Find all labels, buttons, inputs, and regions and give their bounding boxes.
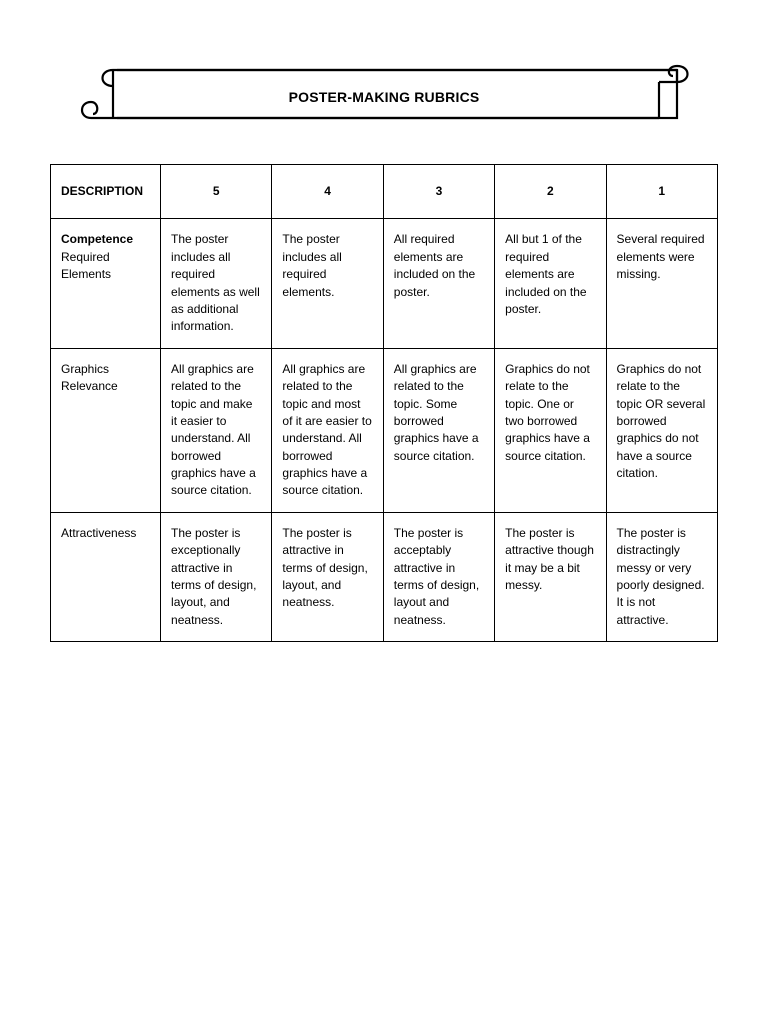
cell-1: The poster is distractingly messy or ver… (606, 512, 717, 641)
table-row: Competence Required Elements The poster … (51, 219, 718, 348)
cell-2: Graphics do not relate to the topic. One… (495, 348, 606, 512)
cell-3: The poster is acceptably attractive in t… (383, 512, 494, 641)
row-description: Competence Required Elements (51, 219, 161, 348)
cell-1: Graphics do not relate to the topic OR s… (606, 348, 717, 512)
desc-rest: Graphics Relevance (61, 362, 118, 393)
desc-bold: Competence (61, 232, 133, 246)
cell-2: The poster is attractive though it may b… (495, 512, 606, 641)
title-banner: POSTER-MAKING RUBRICS (50, 60, 718, 134)
cell-3: All required elements are included on th… (383, 219, 494, 348)
cell-3: All graphics are related to the topic. S… (383, 348, 494, 512)
col-3: 3 (383, 165, 494, 219)
cell-2: All but 1 of the required elements are i… (495, 219, 606, 348)
cell-4: All graphics are related to the topic an… (272, 348, 383, 512)
desc-rest: Attractiveness (61, 526, 136, 540)
cell-5: The poster includes all required element… (161, 219, 272, 348)
table-row: Graphics Relevance All graphics are rela… (51, 348, 718, 512)
page-title: POSTER-MAKING RUBRICS (69, 60, 699, 134)
col-4: 4 (272, 165, 383, 219)
col-description: DESCRIPTION (51, 165, 161, 219)
col-5: 5 (161, 165, 272, 219)
cell-1: Several required elements were missing. (606, 219, 717, 348)
row-description: Graphics Relevance (51, 348, 161, 512)
col-1: 1 (606, 165, 717, 219)
rubric-table: DESCRIPTION 5 4 3 2 1 Competence Require… (50, 164, 718, 642)
col-2: 2 (495, 165, 606, 219)
row-description: Attractiveness (51, 512, 161, 641)
cell-5: All graphics are related to the topic an… (161, 348, 272, 512)
desc-rest: Required Elements (61, 250, 111, 281)
table-header-row: DESCRIPTION 5 4 3 2 1 (51, 165, 718, 219)
cell-5: The poster is exceptionally attractive i… (161, 512, 272, 641)
table-row: Attractiveness The poster is exceptional… (51, 512, 718, 641)
cell-4: The poster includes all required element… (272, 219, 383, 348)
cell-4: The poster is attractive in terms of des… (272, 512, 383, 641)
